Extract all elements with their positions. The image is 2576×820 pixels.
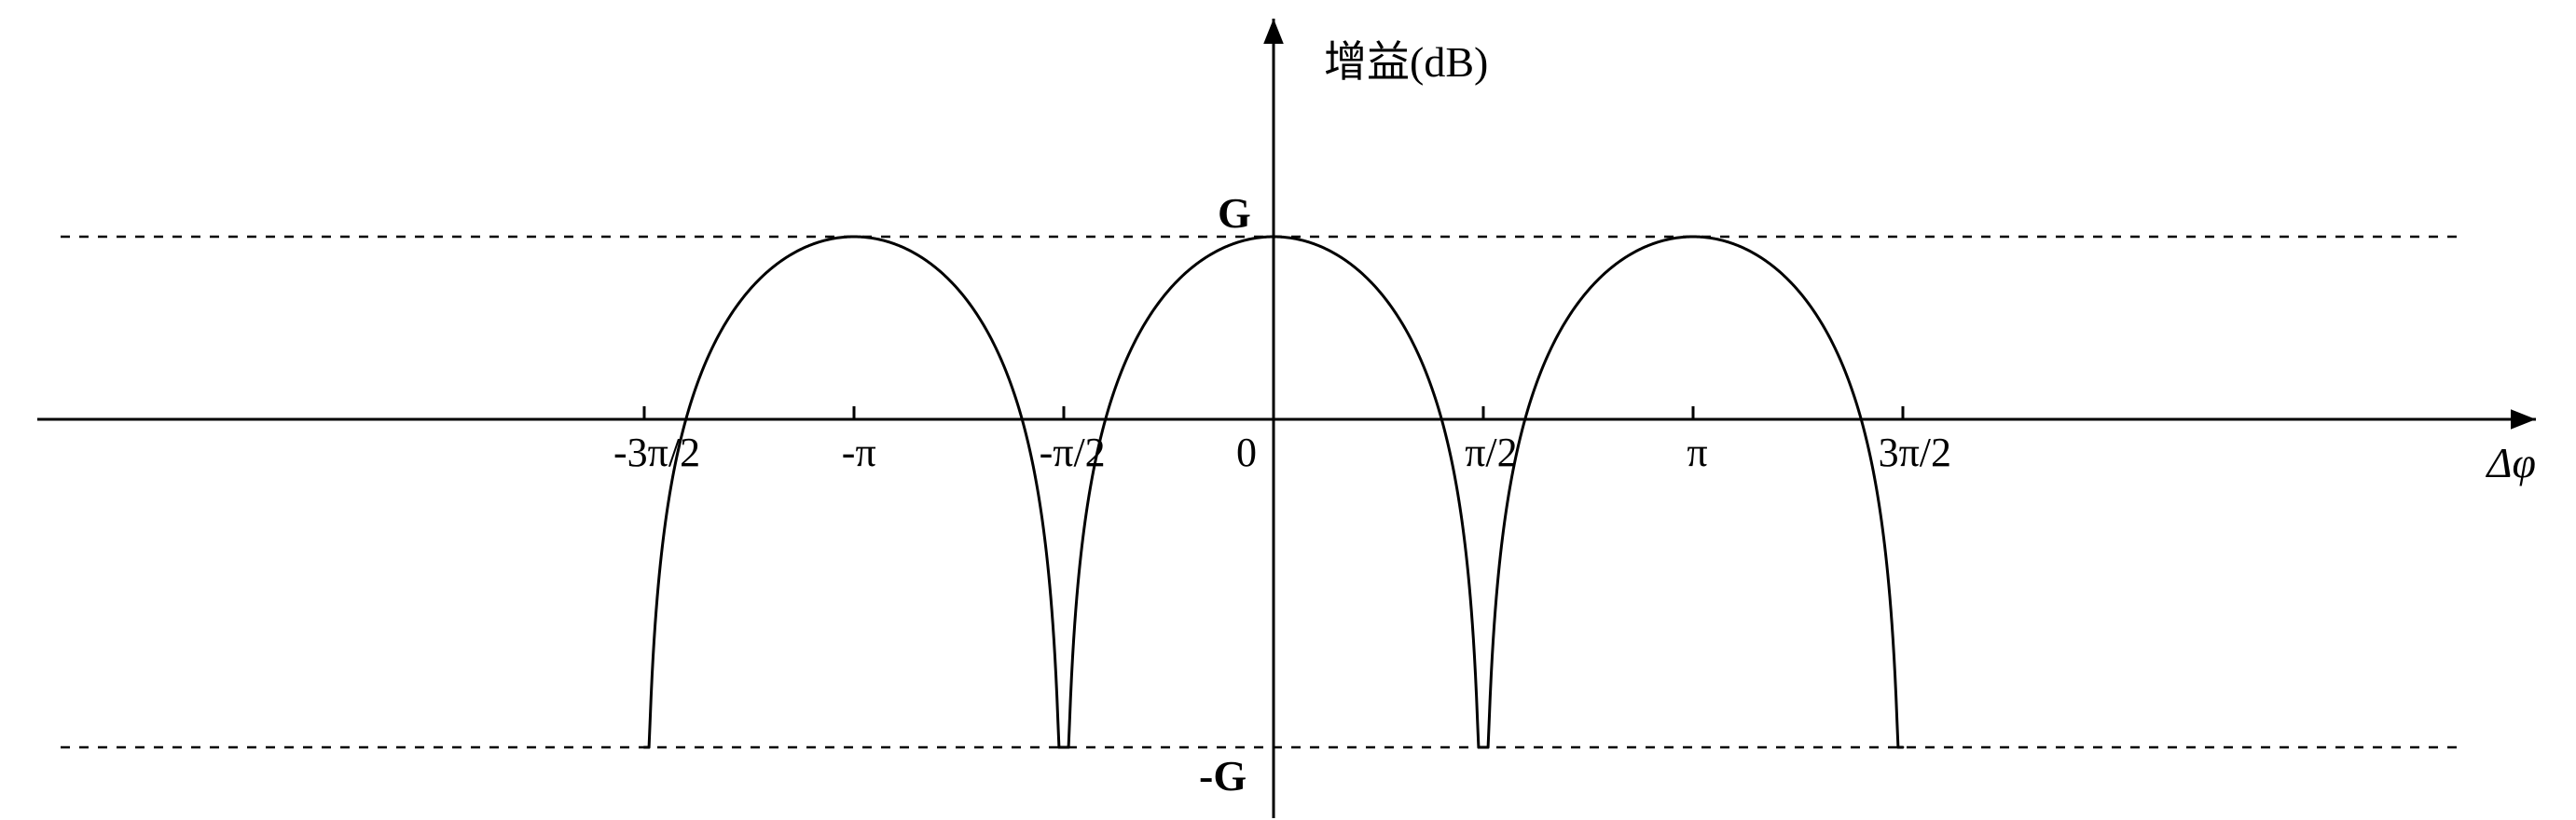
gain-curve-segment (644, 237, 1064, 747)
xtick-m3pi2: -3π/2 (613, 429, 700, 476)
xtick-3pi2-text: 3π/2 (1879, 430, 1951, 475)
xtick-pi-text: π (1687, 430, 1707, 475)
xtick-0-text: 0 (1236, 430, 1257, 475)
x-axis-arrow (2511, 409, 2536, 430)
ytick-G: G (1218, 188, 1251, 238)
xtick-mpi: -π (842, 429, 876, 476)
ytick-negG-text: -G (1199, 752, 1247, 800)
y-axis-title: 增益(dB) (1324, 28, 1488, 89)
xtick-mpi2: -π/2 (1040, 429, 1106, 476)
ytick-G-text: G (1218, 189, 1251, 237)
ytick-negG: -G (1199, 751, 1247, 800)
x-axis-title: Δφ (2487, 438, 2536, 487)
xtick-mpi2-text: -π/2 (1040, 430, 1106, 475)
xtick-0: 0 (1236, 429, 1257, 476)
xtick-m3pi2-text: -3π/2 (613, 430, 700, 475)
x-axis-title-text: Δφ (2487, 439, 2536, 486)
xtick-pi: π (1687, 429, 1707, 476)
xtick-mpi-text: -π (842, 430, 876, 475)
xtick-pi2-text: π/2 (1465, 430, 1517, 475)
gain-curve-segment (1483, 237, 1903, 747)
y-axis-title-text: 增益(dB) (1324, 38, 1488, 86)
gain-plot (0, 0, 2576, 820)
y-axis-arrow (1263, 19, 1284, 44)
chart-container: 增益(dB) Δφ G -G -3π/2 -π -π/2 0 π/2 π 3π/… (0, 0, 2576, 820)
xtick-pi2: π/2 (1465, 429, 1517, 476)
xtick-3pi2: 3π/2 (1879, 429, 1951, 476)
